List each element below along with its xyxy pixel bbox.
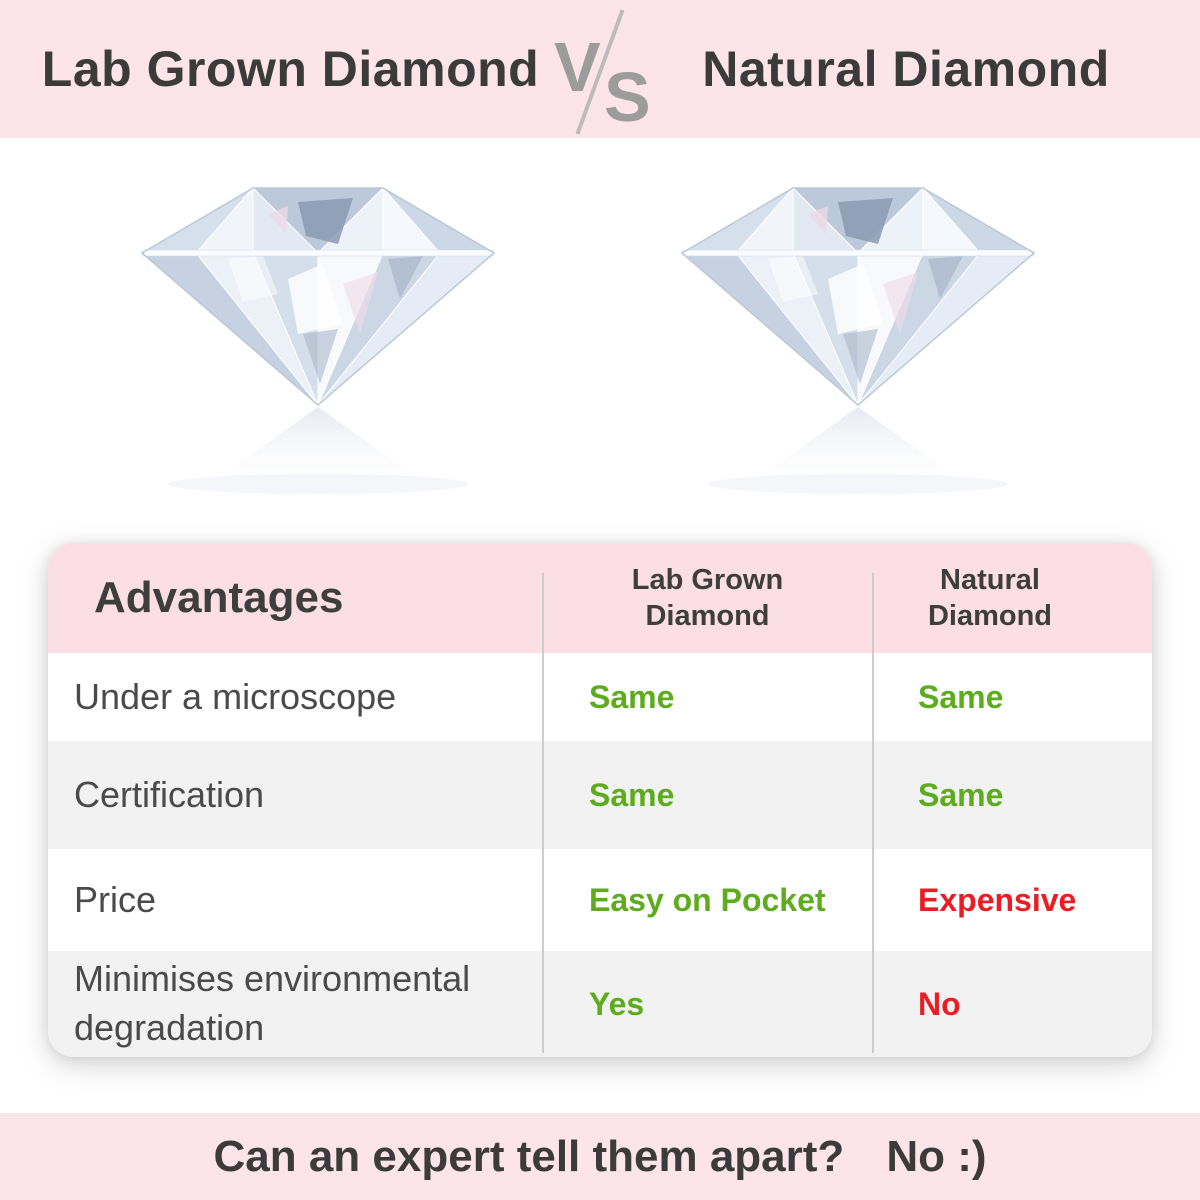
footer-answer: No :) — [886, 1131, 987, 1181]
left-title: Lab Grown Diamond — [41, 41, 540, 97]
footer-banner: Can an expert tell them apart? No :) — [0, 1113, 1200, 1200]
row-certification-lab-value: Same — [543, 741, 872, 849]
row-label-environment: Minimises environmental degradation — [48, 951, 543, 1057]
vs-badge: V S — [552, 9, 652, 136]
column-divider — [542, 573, 544, 1053]
right-title: Natural Diamond — [702, 41, 1110, 97]
lab-grown-diamond-image — [138, 184, 498, 499]
vs-letter-v: V — [554, 28, 601, 106]
footer-question: Can an expert tell them apart? — [213, 1131, 845, 1181]
table-header-lab-grown: Lab Grown Diamond — [543, 543, 872, 653]
header-banner: Lab Grown Diamond V S Natural Diamond — [0, 0, 1200, 138]
row-price-lab-value: Easy on Pocket — [589, 881, 826, 918]
row-certification-natural-value: Same — [872, 741, 1152, 849]
row-label-certification: Certification — [48, 741, 543, 849]
row-label-microscope: Under a microscope — [74, 675, 397, 717]
row-price-natural-value: Expensive — [918, 881, 1077, 918]
table-header-advantages: Advantages — [48, 543, 543, 653]
natural-diamond-image — [678, 184, 1038, 499]
comparison-table: Advantages Lab Grown Diamond Natural Dia… — [48, 543, 1152, 1057]
row-microscope-lab-value: Same — [589, 678, 675, 715]
column-divider — [872, 573, 874, 1053]
row-label-price: Price — [74, 878, 157, 920]
row-microscope-natural-value: Same — [918, 678, 1004, 715]
row-environment-lab-value: Yes — [543, 951, 872, 1057]
table-header-natural: Natural Diamond — [872, 543, 1152, 653]
row-environment-natural-value: No — [872, 951, 1152, 1057]
vs-letter-s: S — [604, 58, 651, 136]
